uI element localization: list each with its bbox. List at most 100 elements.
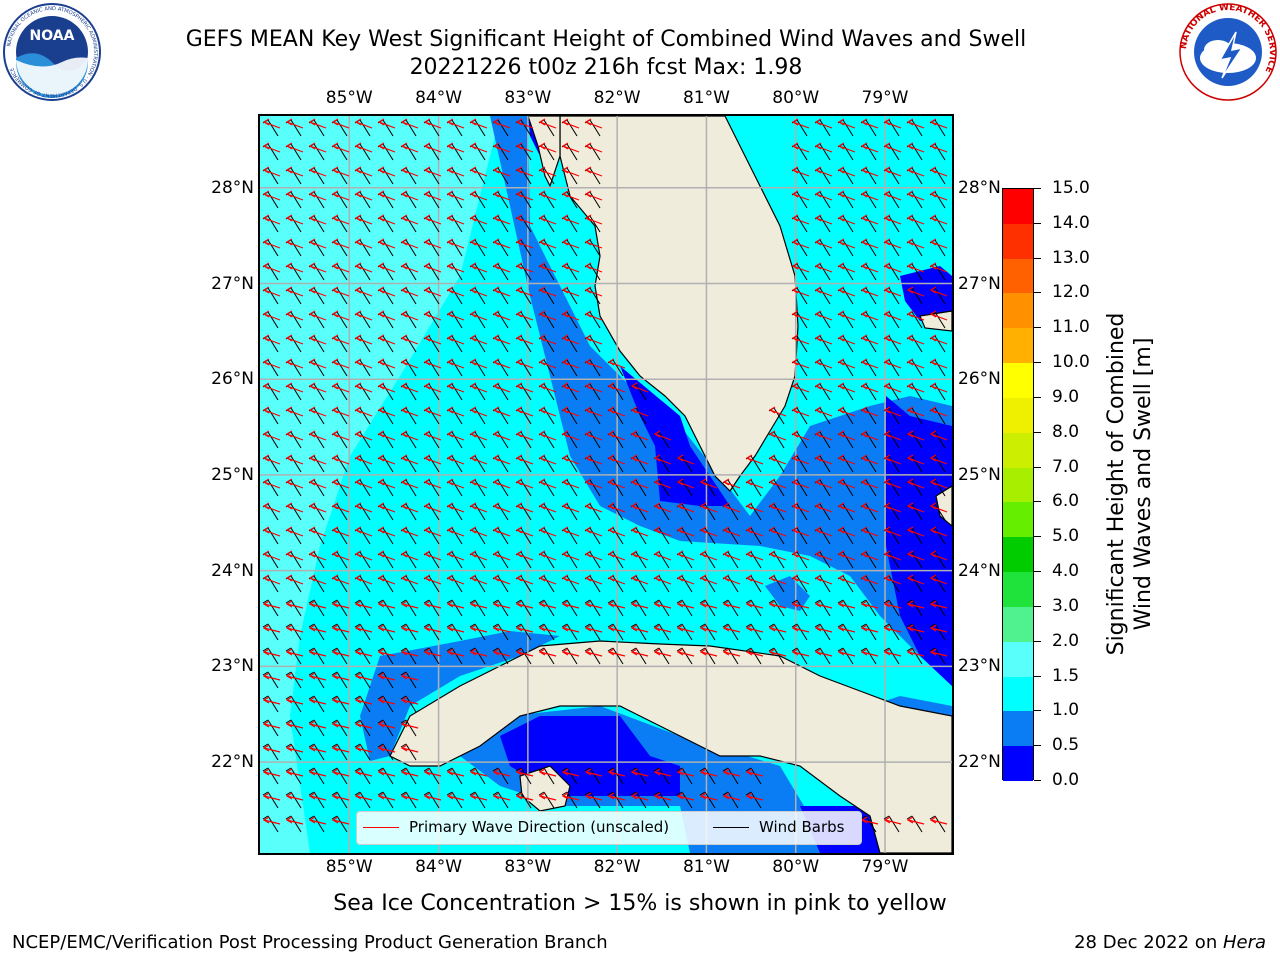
wave-arrow-shaft bbox=[424, 627, 442, 633]
wind-barb-staff bbox=[520, 647, 532, 665]
wave-direction-arrow bbox=[262, 526, 281, 537]
wave-arrow-head bbox=[906, 430, 914, 438]
wave-direction-arrow bbox=[285, 502, 304, 513]
wind-barb bbox=[285, 623, 302, 641]
wind-barb-staff bbox=[520, 215, 532, 233]
wind-barb-staff bbox=[612, 647, 624, 665]
wind-barb-staff bbox=[405, 383, 417, 401]
wave-arrow-head bbox=[354, 792, 362, 800]
wind-barb bbox=[630, 623, 647, 641]
wind-barb-staff bbox=[911, 215, 923, 233]
wave-direction-arrow bbox=[561, 430, 580, 441]
wave-direction-arrow bbox=[515, 358, 534, 369]
wind-barb bbox=[262, 815, 279, 833]
wave-direction-arrow bbox=[400, 238, 419, 249]
wave-arrow-head bbox=[561, 792, 569, 800]
wind-barb-staff bbox=[405, 671, 417, 689]
wave-arrow-shaft bbox=[263, 699, 281, 705]
colorbar-tick-label: 2.0 bbox=[1052, 630, 1080, 651]
wave-arrow-head bbox=[837, 478, 845, 486]
wave-arrow-head bbox=[469, 382, 477, 390]
wave-arrow-head bbox=[515, 358, 523, 366]
wind-barb-staff bbox=[474, 119, 486, 137]
wind-barb-staff bbox=[474, 407, 486, 425]
wave-direction-arrow bbox=[699, 600, 718, 609]
wind-barb bbox=[699, 767, 716, 785]
wind-barb bbox=[285, 719, 302, 737]
wind-barb bbox=[584, 599, 601, 617]
wind-barb-flag bbox=[446, 623, 453, 628]
wave-arrow-head bbox=[377, 574, 385, 582]
wave-direction-arrow bbox=[653, 624, 672, 633]
wind-barb-staff bbox=[612, 527, 624, 545]
wind-barb-staff bbox=[382, 311, 394, 329]
wind-barb-staff bbox=[290, 695, 302, 713]
wave-arrow-head bbox=[584, 310, 592, 318]
wave-arrow-head bbox=[285, 382, 293, 390]
wind-barb-staff bbox=[658, 455, 670, 473]
wave-arrow-head bbox=[515, 286, 523, 294]
wave-arrow-head bbox=[607, 574, 615, 582]
wave-arrow-head bbox=[308, 768, 316, 776]
wave-arrow-head bbox=[400, 720, 408, 728]
wave-arrow-shaft bbox=[723, 771, 741, 777]
wind-barb-staff bbox=[451, 359, 463, 377]
wave-direction-arrow bbox=[814, 118, 833, 129]
wind-barb-staff bbox=[359, 143, 371, 161]
wave-arrow-head bbox=[860, 310, 868, 318]
wave-arrow-head bbox=[262, 478, 270, 486]
wave-direction-arrow bbox=[906, 142, 925, 153]
wind-barb-staff bbox=[612, 767, 624, 785]
wave-arrow-head bbox=[791, 166, 799, 174]
wave-arrow-shaft bbox=[677, 603, 695, 609]
wind-barb-staff bbox=[819, 599, 831, 617]
wind-barb-staff bbox=[589, 479, 601, 497]
wind-barb-staff bbox=[474, 359, 486, 377]
wind-barb-staff bbox=[911, 647, 923, 665]
wind-barb-staff bbox=[842, 551, 854, 569]
wave-arrow-head bbox=[837, 406, 845, 414]
wind-barb-staff bbox=[290, 575, 302, 593]
wave-arrow-head bbox=[515, 406, 523, 414]
wind-barb-staff bbox=[405, 599, 417, 617]
wind-barb-flag bbox=[400, 791, 407, 796]
wind-barb-staff bbox=[497, 791, 509, 809]
wind-barb-staff bbox=[911, 359, 923, 377]
wind-barb-staff bbox=[359, 119, 371, 137]
wave-arrow-head bbox=[469, 214, 477, 222]
colorbar bbox=[1002, 188, 1034, 781]
wind-barb-staff bbox=[612, 455, 624, 473]
wave-direction-arrow bbox=[722, 792, 741, 801]
wind-barb bbox=[492, 599, 509, 617]
wave-direction-arrow bbox=[262, 454, 281, 465]
wave-direction-arrow bbox=[308, 190, 327, 201]
wave-direction-arrow bbox=[262, 118, 281, 129]
wind-barb-staff bbox=[267, 479, 279, 497]
wave-arrow-shaft bbox=[608, 795, 626, 801]
wind-barb-staff bbox=[842, 623, 854, 641]
wind-barb-flag bbox=[377, 791, 384, 796]
wave-direction-arrow bbox=[929, 166, 948, 177]
wave-arrow-head bbox=[676, 648, 684, 656]
wind-barb-flag bbox=[745, 647, 752, 652]
lon-tick-bottom: 82°W bbox=[593, 857, 641, 877]
wave-arrow-head bbox=[515, 142, 523, 150]
wind-barb-staff bbox=[497, 647, 509, 665]
wave-arrow-head bbox=[354, 478, 362, 486]
wave-arrow-head bbox=[469, 430, 477, 438]
wave-direction-arrow bbox=[745, 600, 764, 609]
wave-direction-arrow bbox=[377, 430, 396, 441]
wind-barb-staff bbox=[842, 239, 854, 257]
wind-barb-staff bbox=[911, 623, 923, 641]
wave-arrow-head bbox=[837, 624, 845, 632]
wave-arrow-head bbox=[883, 816, 891, 824]
wind-barb-staff bbox=[796, 215, 808, 233]
wave-arrow-head bbox=[745, 600, 753, 608]
wave-arrow-head bbox=[354, 550, 362, 558]
wave-arrow-head bbox=[354, 310, 362, 318]
wind-barb bbox=[400, 791, 417, 809]
wave-direction-arrow bbox=[492, 526, 511, 537]
wind-barb-staff bbox=[819, 407, 831, 425]
wave-height-map: Primary Wave Direction (unscaled) Wind B… bbox=[258, 114, 954, 855]
wind-barb bbox=[538, 791, 555, 809]
